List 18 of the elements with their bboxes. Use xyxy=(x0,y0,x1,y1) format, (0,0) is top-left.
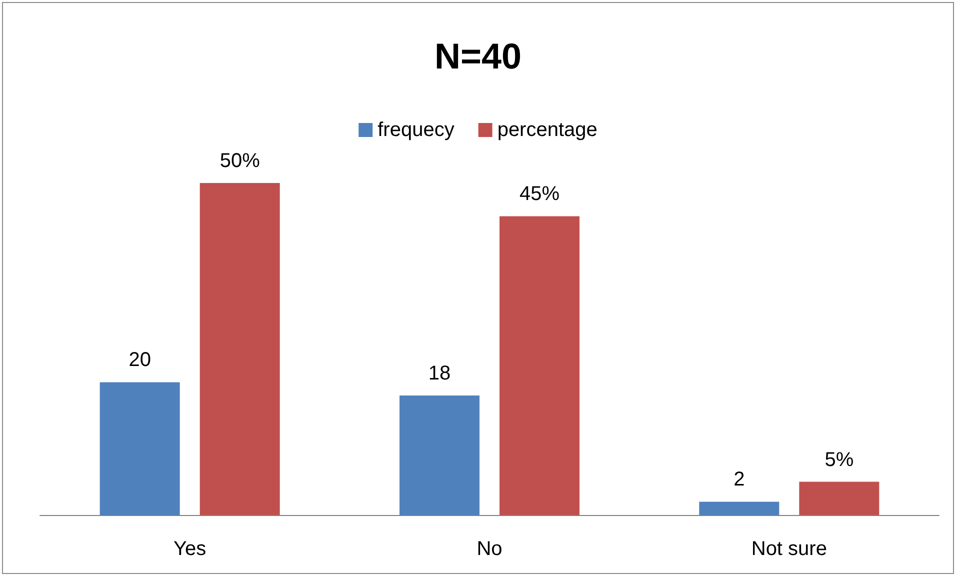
bar xyxy=(500,216,580,515)
data-label: 2 xyxy=(734,468,745,491)
data-label: 45% xyxy=(519,183,560,206)
chart-title: N=40 xyxy=(434,36,522,76)
data-label: 50% xyxy=(220,150,260,172)
bar xyxy=(799,482,880,515)
data-label: 5% xyxy=(824,448,854,471)
legend-label: frequecy xyxy=(378,119,454,141)
x-tick-label: No xyxy=(476,538,502,560)
data-label: 18 xyxy=(428,362,451,384)
legend-label: percentage xyxy=(497,119,598,141)
bar xyxy=(200,183,280,515)
bar xyxy=(400,395,480,515)
x-tick-label: Not sure xyxy=(751,538,827,560)
data-label: 20 xyxy=(128,349,151,372)
x-tick-label: Yes xyxy=(174,538,206,560)
bar xyxy=(699,502,780,515)
bar xyxy=(100,382,180,515)
